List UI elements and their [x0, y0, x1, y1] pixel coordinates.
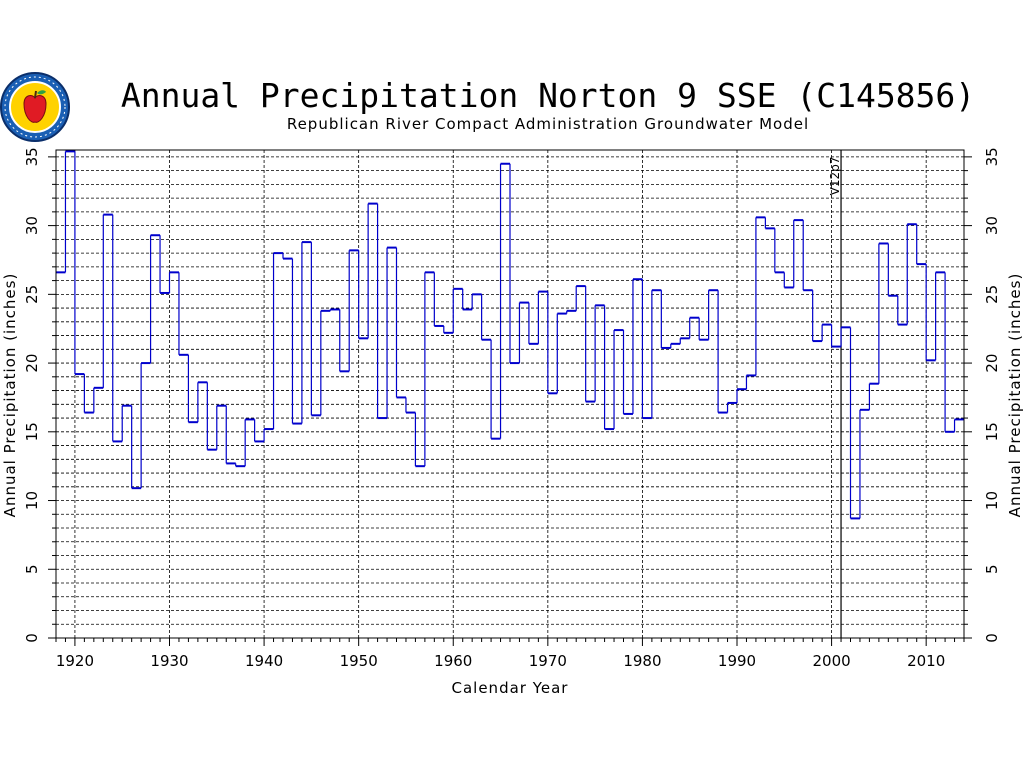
- x-tick-label: 2010: [907, 652, 945, 670]
- y-tick-label-left: 15: [23, 422, 41, 441]
- y-tick-label-left: 25: [23, 285, 41, 304]
- apple-seal-logo: [0, 72, 70, 142]
- y-tick-label-right: 10: [983, 491, 1001, 510]
- y-tick-label-left: 30: [23, 216, 41, 235]
- y-axis-label-left: Annual Precipitation (inches): [1, 273, 19, 518]
- x-tick-label: 1950: [340, 652, 378, 670]
- x-tick-label: 1940: [245, 652, 283, 670]
- x-tick-label: 1930: [150, 652, 188, 670]
- axes: 0 0 5 5 10 10 15 15 20 20 25 25 30 30 35 35 1920 1930 1940…: [23, 147, 1001, 670]
- x-tick-label: 1960: [434, 652, 472, 670]
- y-tick-label-right: 30: [983, 216, 1001, 235]
- y-axis-label-right: Annual Precipitation (inches): [1006, 273, 1024, 518]
- y-tick-label-right: 20: [983, 354, 1001, 373]
- chart-title: Annual Precipitation Norton 9 SSE (C1458…: [121, 76, 975, 115]
- x-tick-label: 1980: [623, 652, 661, 670]
- y-tick-label-right: 0: [983, 633, 1001, 643]
- marker-line-group: V12p7: [828, 150, 842, 638]
- x-tick-label: 1920: [56, 652, 94, 670]
- y-tick-label-right: 25: [983, 285, 1001, 304]
- precipitation-series: [56, 150, 964, 520]
- marker-line-label: V12p7: [828, 157, 842, 196]
- x-tick-label: 1970: [529, 652, 567, 670]
- y-tick-label-left: 20: [23, 354, 41, 373]
- x-tick-label: 2000: [812, 652, 850, 670]
- y-tick-label-left: 35: [23, 147, 41, 166]
- y-tick-label-left: 5: [23, 564, 41, 574]
- y-tick-label-left: 10: [23, 491, 41, 510]
- y-tick-label-right: 5: [983, 564, 1001, 574]
- x-axis-label: Calendar Year: [452, 679, 569, 697]
- y-tick-label-right: 35: [983, 147, 1001, 166]
- y-tick-label-right: 15: [983, 422, 1001, 441]
- chart-subtitle: Republican River Compact Administration …: [287, 115, 809, 133]
- y-tick-label-left: 0: [23, 633, 41, 643]
- x-tick-label: 1990: [718, 652, 756, 670]
